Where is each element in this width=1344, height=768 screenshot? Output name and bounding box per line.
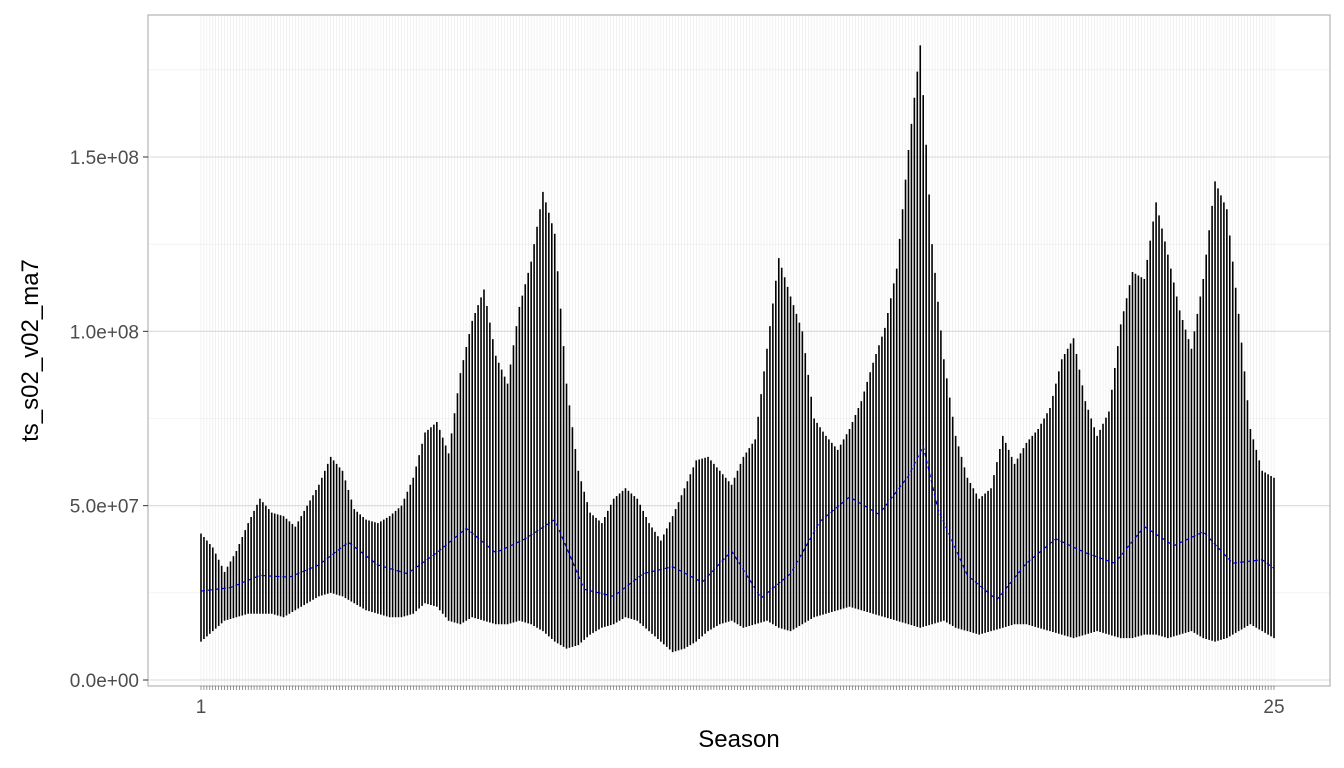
x-axis: 1 25 — [196, 686, 1285, 718]
y-axis-title: ts_s02_v02_ma7 — [17, 259, 44, 442]
x-first-label: 1 — [196, 697, 207, 718]
data-marks — [200, 45, 1275, 653]
mean-line — [200, 444, 1275, 601]
mean-line-layer — [200, 444, 1275, 601]
y-tick-label: 1.5e+08 — [70, 148, 139, 169]
panel-border — [147, 14, 1331, 687]
y-axis: 0.0e+00 5.0e+07 1.0e+08 1.5e+08 — [70, 148, 148, 692]
y-tick-label: 5.0e+07 — [70, 497, 139, 518]
y-tick-label: 0.0e+00 — [70, 671, 139, 692]
y-tick-label: 1.0e+08 — [70, 322, 139, 343]
x-last-label: 25 — [1263, 697, 1284, 718]
x-axis-title: Season — [698, 726, 779, 753]
